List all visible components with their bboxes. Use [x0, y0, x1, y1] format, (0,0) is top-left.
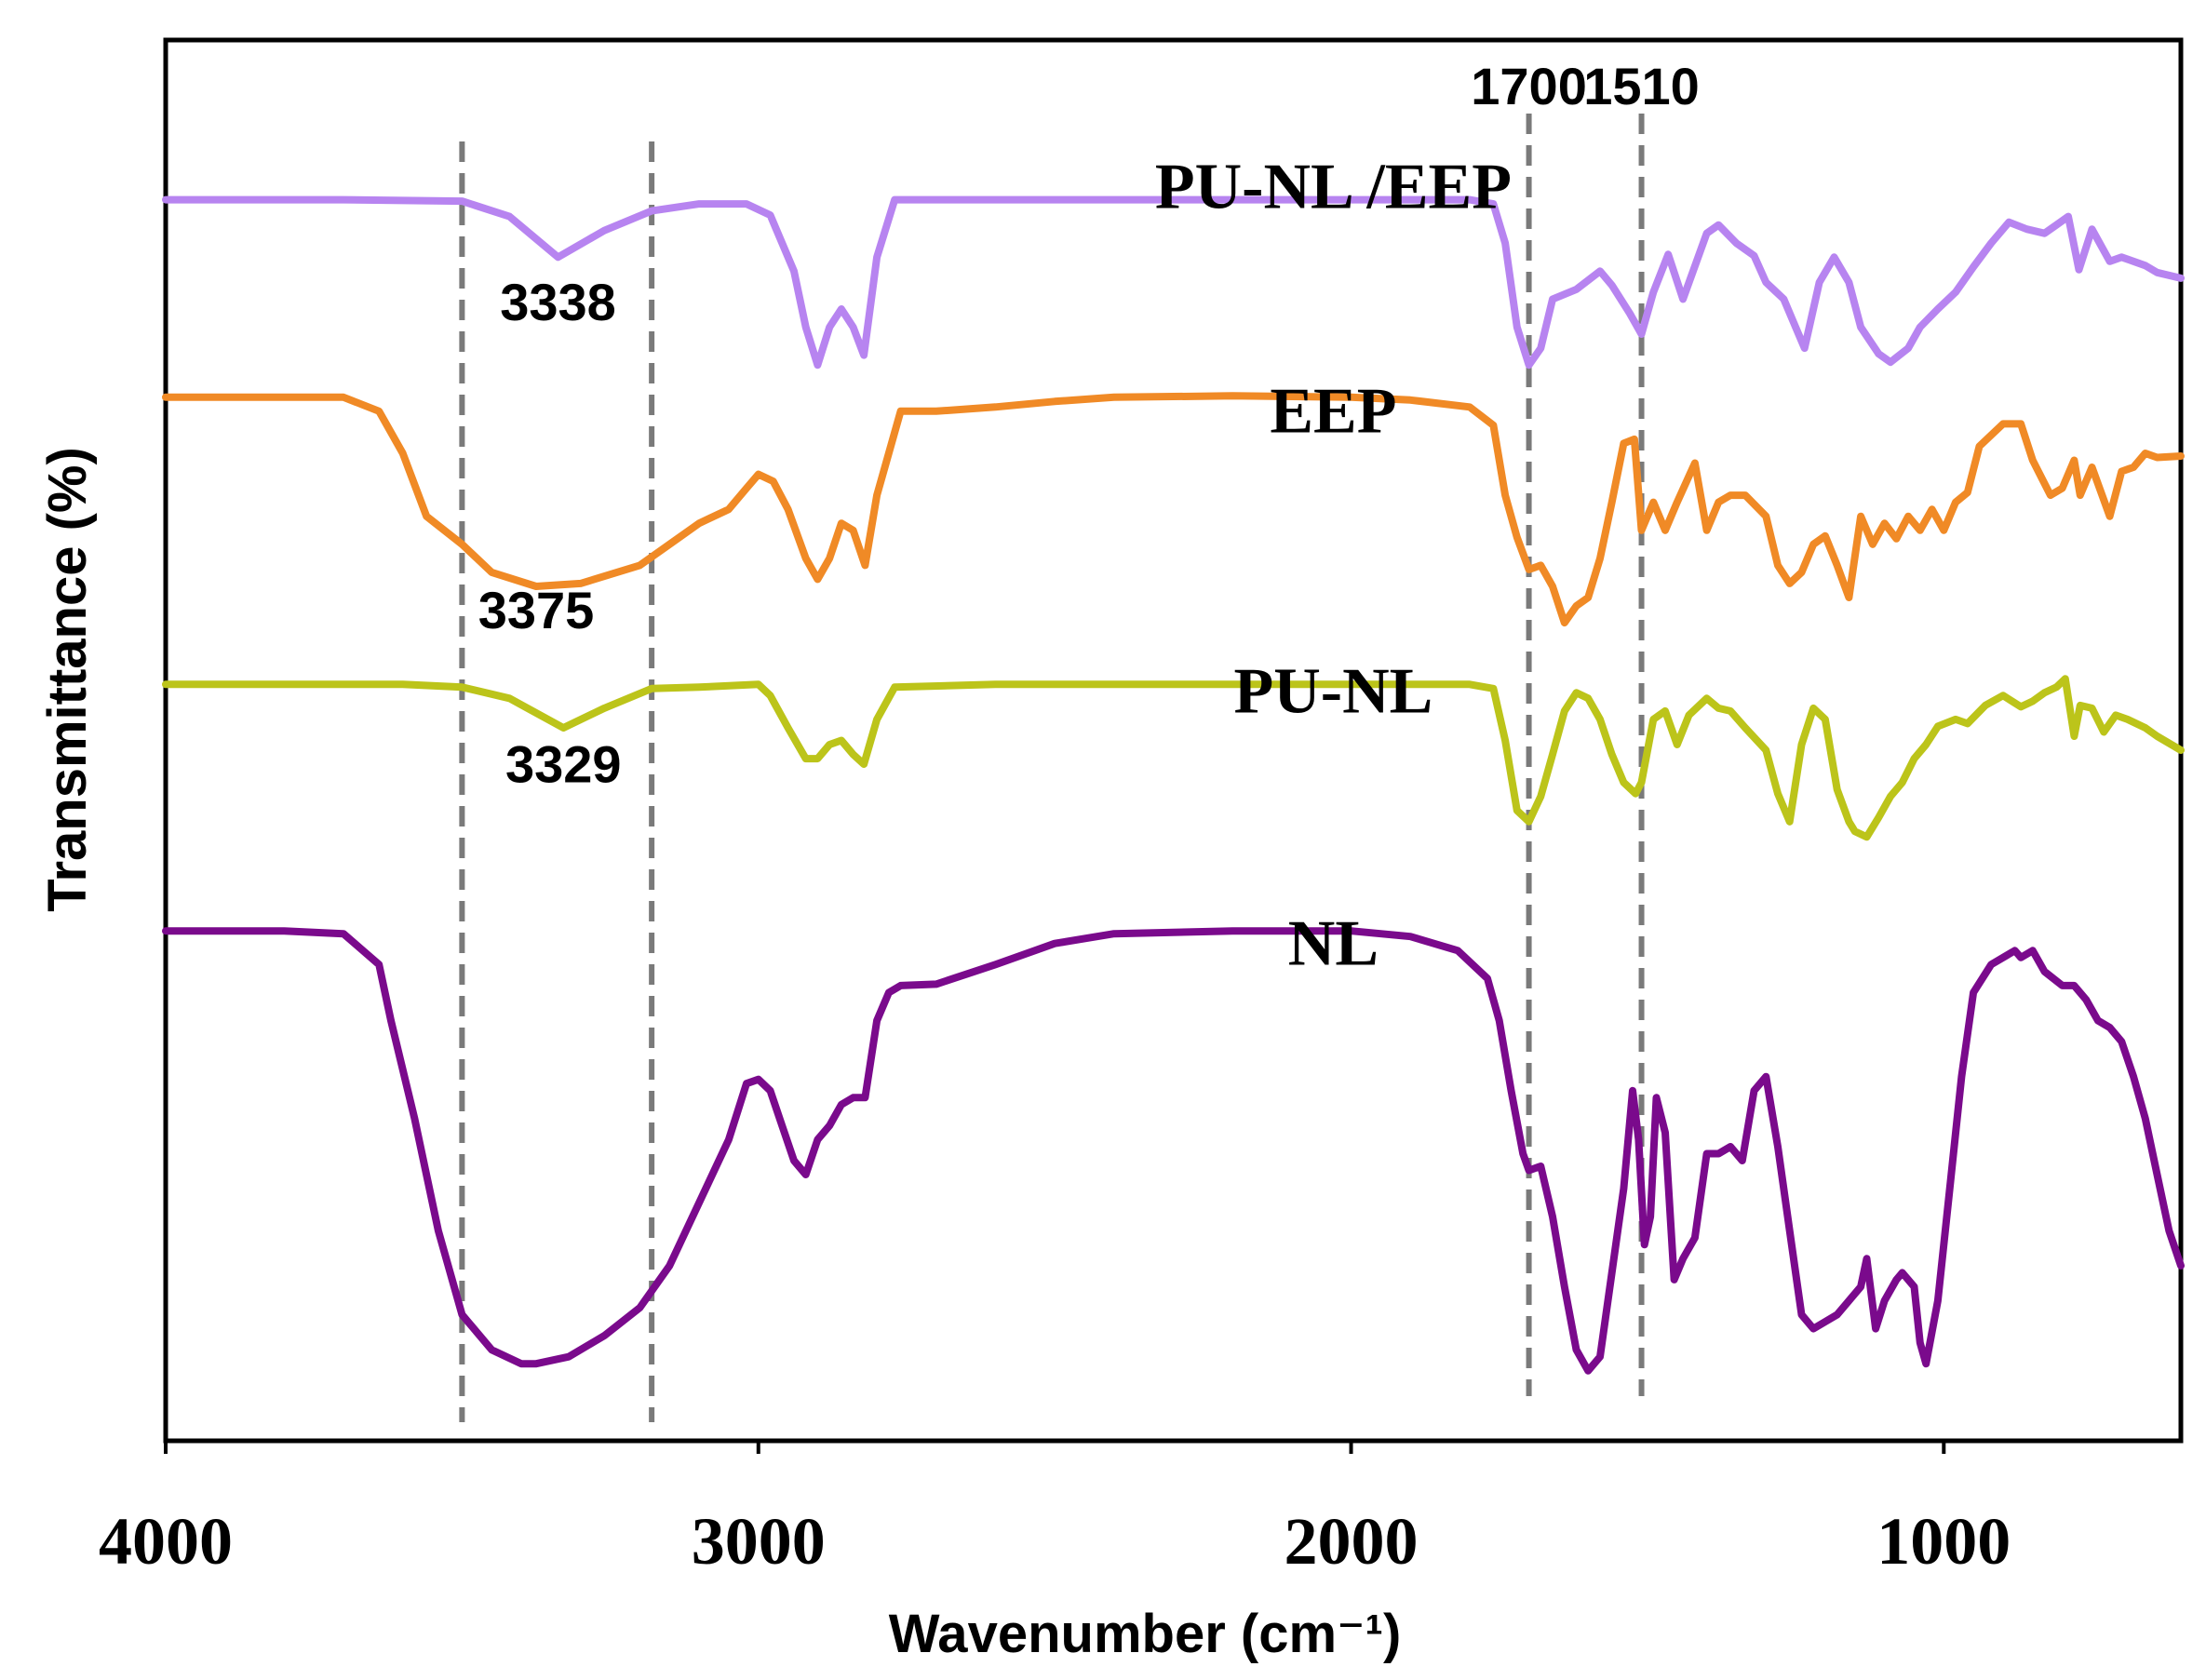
series-label: PU-NL /EEP [1155, 152, 1512, 223]
series-lines [162, 195, 2185, 1375]
peak-annotation: 3329 [505, 735, 622, 794]
x-axis-title: Wavenumber (cm⁻¹) [889, 1604, 1402, 1664]
plot-frame [163, 37, 2184, 1444]
series-line [162, 195, 2185, 370]
reference-line-label: 1510 [1583, 57, 1700, 115]
series-line [162, 675, 2185, 841]
peak-annotation: 3375 [478, 581, 595, 639]
series-label: EEP [1270, 375, 1396, 447]
y-axis-title: Transmittance (%) [37, 447, 98, 912]
x-tick-label: 3000 [692, 1504, 826, 1579]
x-axis-ticks: 4000 3000 2000 1000 [99, 1441, 2011, 1579]
series-label: NL [1288, 907, 1379, 979]
reference-line-label: 1700 [1471, 57, 1587, 115]
x-tick-label: 1000 [1876, 1504, 2011, 1579]
peak-annotations: 3338 3375 3329 [478, 273, 622, 794]
series-label: PU-NL [1233, 655, 1433, 727]
peak-annotation: 3338 [500, 273, 616, 331]
series-labels: PU-NL /EEP EEP PU-NL NL [1155, 152, 1512, 980]
x-tick-label: 4000 [99, 1504, 233, 1579]
series-line [162, 927, 2185, 1375]
x-tick-label: 2000 [1285, 1504, 1419, 1579]
series-line [162, 392, 2185, 627]
